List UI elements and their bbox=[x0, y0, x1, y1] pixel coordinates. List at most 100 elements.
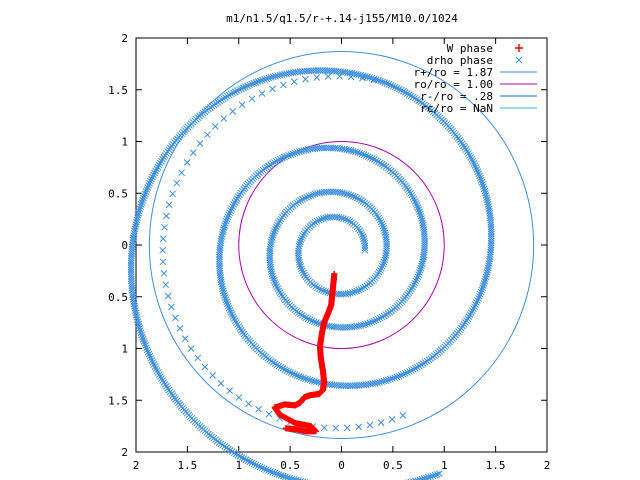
drho-phase-point bbox=[152, 365, 160, 372]
drho-phase-point bbox=[135, 209, 142, 217]
drho-phase-point bbox=[469, 158, 477, 165]
drho-phase-point bbox=[399, 370, 407, 378]
y-tick-label: 0.5 bbox=[108, 291, 128, 304]
reference-circles bbox=[148, 50, 535, 440]
drho-phase-point bbox=[154, 369, 162, 376]
drho-phase-point bbox=[397, 371, 405, 379]
drho-phase-point bbox=[233, 195, 241, 202]
drho-phase-point bbox=[150, 171, 157, 179]
drho-phase-point bbox=[246, 81, 253, 89]
drho-phase-point bbox=[260, 465, 268, 473]
drho-phase-point bbox=[142, 342, 149, 350]
drho-phase-point bbox=[255, 405, 262, 413]
drho-phase-point bbox=[279, 81, 287, 89]
drho-phase-point bbox=[313, 217, 321, 225]
drho-phase-point bbox=[272, 225, 279, 233]
drho-phase-point bbox=[413, 275, 421, 283]
drho-phase-point bbox=[378, 220, 386, 228]
drho-phase-point bbox=[223, 215, 231, 223]
drho-phase-point bbox=[478, 286, 486, 294]
drho-phase-point bbox=[304, 315, 312, 323]
drho-phase-point bbox=[272, 157, 280, 165]
drho-phase-point bbox=[279, 365, 287, 372]
drho-phase-point bbox=[478, 178, 486, 186]
drho-phase-point bbox=[272, 72, 279, 80]
drho-phase-point bbox=[427, 473, 435, 480]
drho-phase-point bbox=[298, 147, 305, 155]
drho-phase-point bbox=[160, 379, 168, 386]
drho-phase-point bbox=[376, 266, 384, 274]
drho-phase-point bbox=[147, 354, 155, 362]
drho-phase-point bbox=[466, 152, 473, 159]
drho-phase-point bbox=[297, 236, 305, 244]
drho-phase-point bbox=[265, 410, 273, 418]
drho-phase-point bbox=[144, 184, 152, 191]
drho-phase-point bbox=[370, 75, 378, 83]
drho-phase-point bbox=[481, 187, 489, 195]
drho-phase-point bbox=[306, 376, 314, 384]
drho-phase-point bbox=[482, 192, 490, 199]
drho-phase-point bbox=[299, 267, 306, 275]
drho-phase-point bbox=[416, 210, 424, 218]
drho-phase-point bbox=[418, 217, 426, 225]
w-phase-series bbox=[271, 270, 338, 435]
drho-phase-point bbox=[355, 195, 363, 203]
drho-phase-point bbox=[376, 216, 384, 224]
drho-phase-point bbox=[314, 190, 321, 197]
drho-phase-point bbox=[231, 317, 239, 324]
drho-phase-point bbox=[399, 412, 407, 419]
drho-phase-point bbox=[230, 201, 238, 208]
drho-phase-point bbox=[158, 375, 165, 382]
drho-phase-point bbox=[267, 468, 274, 475]
x-tick-label: 0.5 bbox=[280, 459, 300, 472]
drho-phase-point bbox=[221, 292, 228, 299]
drho-phase-point bbox=[223, 298, 230, 306]
drho-phase-point bbox=[265, 467, 272, 474]
drho-phase-point bbox=[302, 314, 310, 322]
drho-phase-point bbox=[232, 197, 240, 204]
drho-phase-point bbox=[141, 340, 149, 347]
drho-phase-point bbox=[417, 264, 425, 272]
drho-phase-point bbox=[300, 313, 308, 320]
drho-phase-point bbox=[409, 93, 417, 101]
drho-phase-point bbox=[342, 215, 350, 223]
drho-phase-point bbox=[268, 270, 276, 278]
drho-phase-point bbox=[322, 214, 329, 222]
drho-phase-point bbox=[136, 327, 144, 334]
drho-phase-point bbox=[388, 415, 396, 423]
drho-phase-point bbox=[138, 331, 146, 339]
drho-phase-point bbox=[244, 82, 251, 90]
drho-phase-point bbox=[220, 224, 228, 232]
drho-phase-point bbox=[235, 86, 243, 94]
drho-phase-point bbox=[159, 258, 167, 266]
drho-phase-point bbox=[242, 456, 250, 464]
drho-phase-point bbox=[401, 370, 409, 377]
drho-phase-point bbox=[353, 287, 361, 295]
drho-phase-point bbox=[229, 313, 237, 320]
drho-phase-point bbox=[416, 362, 423, 370]
drho-phase-point bbox=[471, 162, 479, 169]
drho-phase-point bbox=[151, 363, 159, 370]
drho-phase-point bbox=[346, 289, 354, 297]
drho-phase-point bbox=[483, 194, 490, 202]
drho-phase-point bbox=[235, 394, 243, 401]
drho-phase-point bbox=[139, 335, 147, 343]
drho-phase-point bbox=[382, 377, 390, 384]
drho-phase-point bbox=[225, 211, 233, 219]
drho-phase-point bbox=[378, 378, 386, 386]
drho-phase-point bbox=[466, 311, 474, 319]
drho-phase-point bbox=[477, 288, 485, 296]
drho-phase-point bbox=[189, 149, 197, 157]
y-tick-label: 2 bbox=[121, 446, 128, 459]
y-tick-label: 1 bbox=[121, 343, 128, 356]
drho-phase-point bbox=[181, 335, 189, 342]
drho-phase-point bbox=[252, 461, 260, 469]
drho-phase-point bbox=[357, 229, 365, 236]
legend-label: ro/ro = 1.00 bbox=[414, 78, 493, 91]
drho-phase-point bbox=[219, 285, 227, 293]
x-tick-label: 1.5 bbox=[486, 459, 506, 472]
drho-phase-point bbox=[269, 232, 277, 239]
drho-phase-point bbox=[256, 77, 264, 85]
drho-phase-point bbox=[474, 297, 481, 304]
drho-phase-point bbox=[379, 78, 386, 86]
